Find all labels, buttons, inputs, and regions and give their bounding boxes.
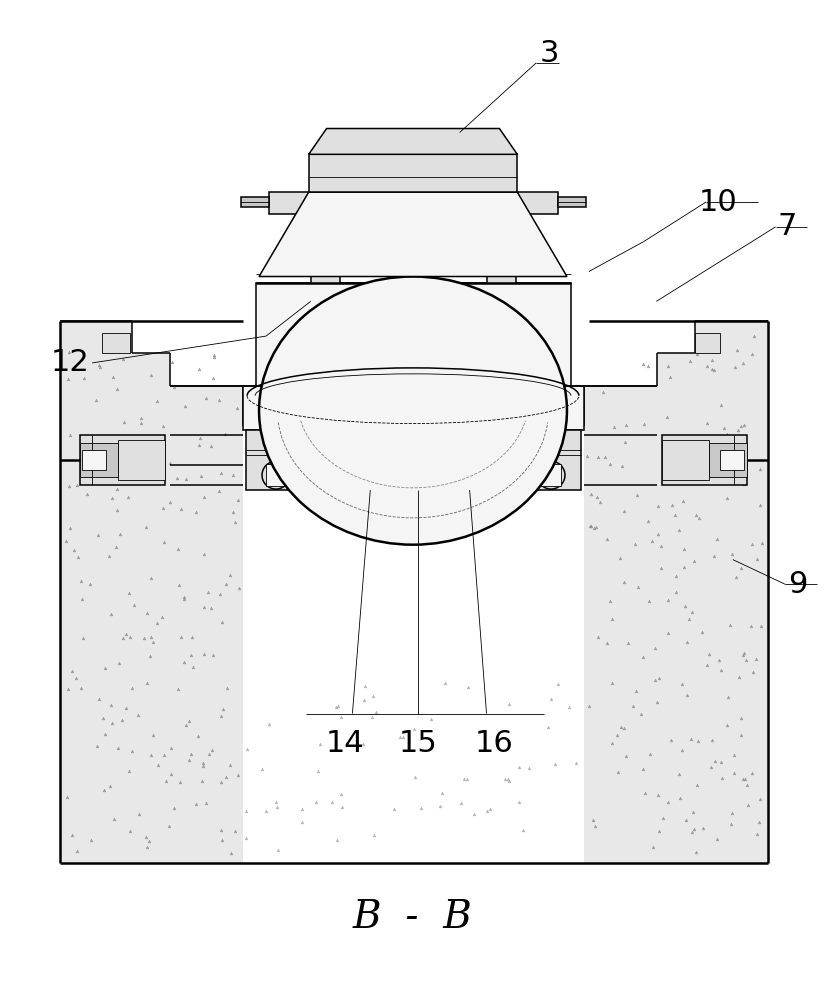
Bar <box>541 464 561 486</box>
Text: 7: 7 <box>777 212 797 241</box>
Bar <box>709 443 747 477</box>
Bar <box>720 450 743 470</box>
Bar <box>353 445 472 490</box>
Text: 14: 14 <box>326 729 365 758</box>
Bar <box>336 464 356 486</box>
Bar <box>241 197 269 207</box>
Bar <box>516 192 558 214</box>
Bar <box>266 464 286 486</box>
Bar <box>471 464 491 486</box>
Bar <box>311 195 516 209</box>
Bar <box>368 450 457 485</box>
Text: 9: 9 <box>787 570 807 599</box>
Bar <box>427 490 465 502</box>
Text: B  -  B: B - B <box>353 899 473 936</box>
Ellipse shape <box>259 277 567 545</box>
Polygon shape <box>308 129 518 154</box>
Text: 16: 16 <box>475 729 514 758</box>
Polygon shape <box>60 321 243 863</box>
Bar <box>696 333 720 353</box>
Bar <box>269 192 311 214</box>
Bar <box>486 209 516 283</box>
Bar <box>308 154 518 192</box>
Bar <box>82 450 106 470</box>
Text: 10: 10 <box>699 188 738 217</box>
Bar <box>243 386 584 430</box>
Bar <box>662 440 709 480</box>
Text: 12: 12 <box>51 348 89 377</box>
Polygon shape <box>259 192 567 277</box>
Polygon shape <box>584 321 767 863</box>
Bar <box>662 435 747 485</box>
Bar <box>80 435 165 485</box>
Bar <box>311 209 341 283</box>
Bar <box>102 333 130 353</box>
Bar <box>452 430 581 490</box>
Bar <box>256 283 571 386</box>
Bar <box>313 196 326 208</box>
Bar <box>361 490 399 502</box>
Bar <box>246 430 375 490</box>
Bar <box>558 197 586 207</box>
Bar <box>118 440 165 480</box>
Bar <box>80 443 118 477</box>
Text: 3: 3 <box>539 39 559 68</box>
Text: 15: 15 <box>399 729 437 758</box>
Bar <box>501 196 514 208</box>
